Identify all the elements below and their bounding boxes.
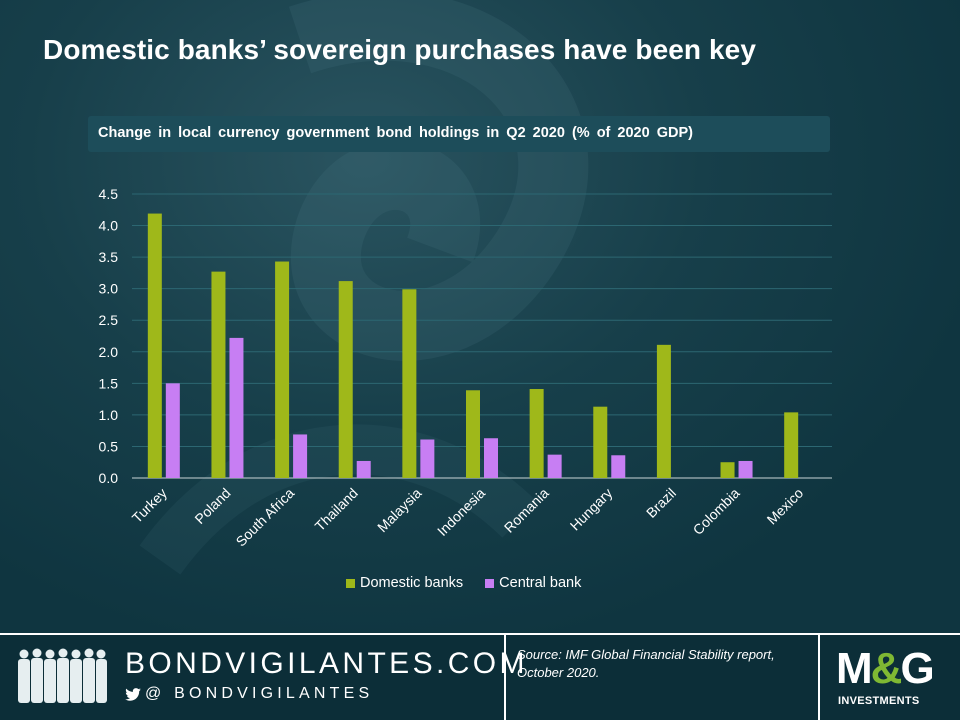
bar-central-bank-colombia: [738, 460, 753, 478]
x-tick-label: Brazil: [643, 485, 679, 521]
bar-central-bank-indonesia: [484, 438, 498, 478]
legend-label-domestic-banks: Domestic banks: [360, 575, 464, 591]
x-tick-label: South Africa: [233, 485, 298, 550]
legend-item-domestic-banks: Domestic banks: [346, 575, 463, 591]
source-note: Source: IMF Global Financial Stability r…: [517, 647, 775, 680]
chart-title-box: Change in local currency government bond…: [88, 116, 830, 152]
y-tick-label: 3.5: [99, 249, 119, 265]
logo-letter-m: M: [836, 644, 873, 693]
x-tick-label: Mexico: [764, 485, 807, 528]
bar-central-bank-poland: [229, 337, 244, 478]
bar-domestic-banks-mexico: [784, 412, 799, 478]
bar-domestic-banks-south-africa: [275, 261, 290, 478]
logo-ampersand: &: [870, 644, 903, 693]
logo-subtitle: INVESTMENTS: [838, 695, 920, 707]
chart-legend: Domestic banks Central bank: [346, 575, 603, 591]
y-tick-label: 2.0: [99, 344, 119, 360]
y-tick-label: 0.0: [99, 470, 119, 486]
logo-wordmark: M&G: [836, 644, 935, 693]
people-silhouettes-logo: [18, 648, 107, 703]
x-tick-label: Hungary: [567, 485, 616, 534]
bar-domestic-banks-thailand: [338, 281, 353, 478]
y-tick-label: 4.0: [99, 218, 119, 234]
y-tick-label: 1.0: [99, 407, 119, 423]
social-handle: @ BONDVIGILANTES: [145, 685, 374, 702]
page-title: Domestic banks’ sovereign purchases have…: [43, 34, 757, 65]
y-tick-label: 4.5: [99, 186, 119, 202]
y-tick-label: 2.5: [99, 312, 119, 328]
bar-central-bank-turkey: [165, 383, 180, 478]
x-tick-label: Indonesia: [434, 485, 488, 539]
legend-label-central-bank: Central bank: [499, 575, 582, 591]
bar-central-bank-thailand: [356, 460, 371, 478]
bar-domestic-banks-turkey: [147, 213, 162, 478]
bar-chart: 0.0 0.5 1.0 1.5 2.0 2.5 3.0 3.5 4.0 4.5 Turkey Pola…: [99, 186, 832, 550]
bar-domestic-banks-hungary: [593, 406, 608, 478]
bar-domestic-banks-brazil: [656, 344, 671, 478]
bar-domestic-banks-poland: [211, 271, 226, 478]
x-tick-label: Turkey: [129, 485, 170, 526]
footer-divider-2: [818, 635, 820, 720]
bar-central-bank-hungary: [611, 455, 626, 478]
bar-domestic-banks-colombia: [720, 462, 735, 478]
legend-swatch-central-bank: [485, 578, 495, 588]
legend-swatch-domestic-banks: [346, 578, 355, 588]
footer-divider-1: [504, 635, 506, 720]
social-handle-row: @ BONDVIGILANTES: [125, 685, 373, 703]
legend-item-central-bank: Central bank: [485, 575, 581, 591]
bar-domestic-banks-indonesia: [466, 390, 480, 478]
y-tick-label: 1.5: [99, 375, 119, 391]
bar-domestic-banks-romania: [529, 389, 544, 478]
footer-divider-line: [0, 633, 960, 635]
y-tick-label: 0.5: [99, 438, 119, 454]
x-tick-label: Thailand: [312, 485, 361, 534]
chart-title: Change in local currency government bond…: [98, 125, 693, 141]
bar-domestic-banks-malaysia: [402, 289, 417, 478]
x-tick-label: Colombia: [690, 485, 743, 538]
bar-central-bank-south-africa: [293, 434, 308, 478]
bar-central-bank-malaysia: [420, 439, 435, 478]
footer: BONDVIGILANTES.COM @ BONDVIGILANTES Sour…: [0, 633, 960, 720]
brand-name: BONDVIGILANTES.COM: [125, 647, 528, 680]
mg-investments-logo: M&G INVESTMENTS: [824, 635, 960, 720]
x-tick-label: Romania: [501, 485, 552, 536]
bar-central-bank-romania: [547, 454, 562, 478]
x-tick-label: Poland: [191, 485, 233, 527]
logo-letter-g: G: [900, 644, 934, 693]
x-tick-label: Malaysia: [374, 485, 425, 536]
y-tick-label: 3.0: [99, 281, 119, 297]
twitter-icon: [125, 687, 141, 701]
